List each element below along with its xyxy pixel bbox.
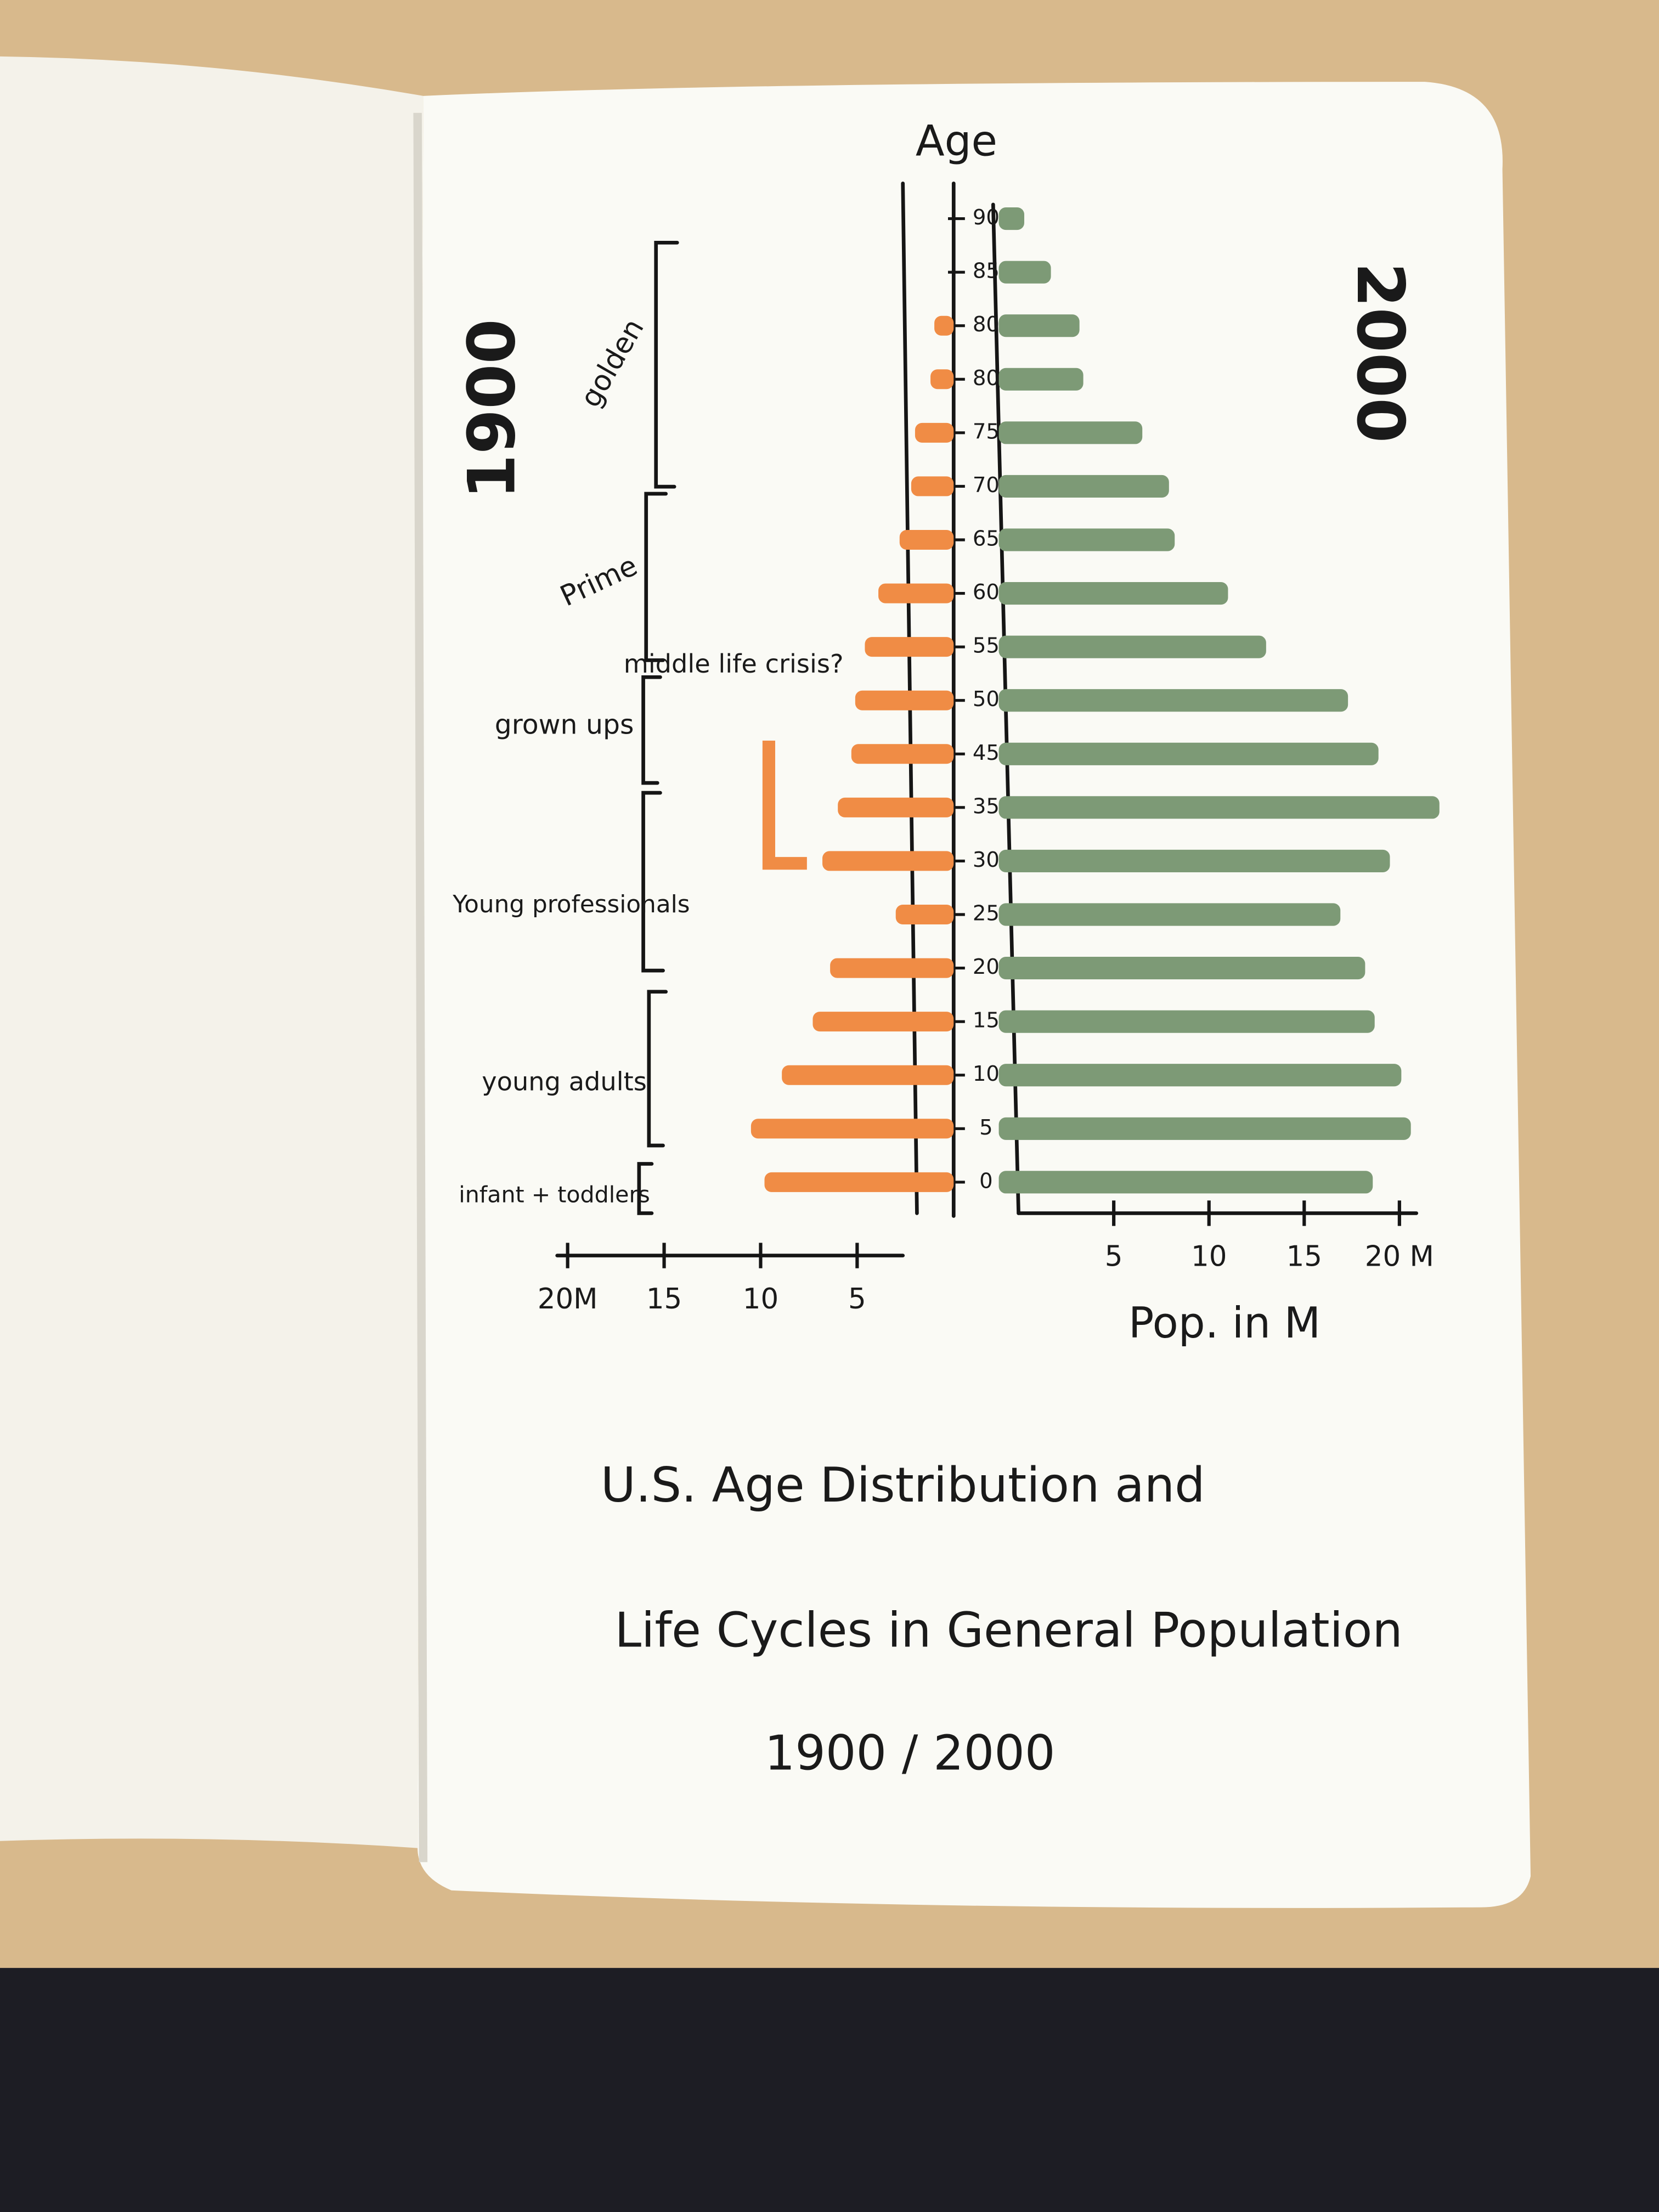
- bar: [998, 314, 1080, 337]
- bar: [998, 903, 1341, 926]
- y-tick-label: 45: [973, 741, 1000, 765]
- stage-label: Young professionals: [452, 890, 690, 918]
- bar: [998, 261, 1051, 284]
- bar: [998, 528, 1175, 551]
- bar: [930, 369, 954, 390]
- y-tick-label: 10: [973, 1062, 1000, 1086]
- bar: [998, 421, 1143, 444]
- legend-label: 2000: [1342, 262, 1418, 443]
- bar: [998, 1064, 1402, 1087]
- x-tick-label: 20M: [538, 1283, 598, 1316]
- y-tick-label: 35: [973, 794, 1000, 819]
- y-tick-label: 55: [973, 634, 1000, 658]
- x-tick-label: 5: [1105, 1240, 1123, 1273]
- bar: [998, 957, 1365, 980]
- bracket: [637, 1162, 654, 1215]
- y-tick-label: 0: [979, 1169, 993, 1193]
- x-tick-label: 15: [646, 1283, 682, 1316]
- bar: [998, 207, 1024, 230]
- bar: [895, 905, 954, 924]
- x-tick-label: 15: [1286, 1240, 1322, 1273]
- bar: [851, 744, 954, 764]
- bar: [911, 476, 954, 496]
- title-line: 1900 / 2000: [765, 1725, 1056, 1781]
- bracket: [641, 791, 665, 973]
- y-tick-label: 80: [973, 312, 1000, 337]
- y-tick-label: 80: [973, 366, 1000, 391]
- floor-shadow: [0, 1968, 1659, 2212]
- y-tick-label: 75: [973, 419, 1000, 444]
- x-tick-label: 5: [848, 1283, 866, 1316]
- spine: [413, 112, 428, 1863]
- bar: [998, 1010, 1375, 1033]
- bar: [812, 1012, 954, 1032]
- bar: [998, 796, 1440, 819]
- y-tick-label: 85: [973, 259, 1000, 284]
- y-tick-label: 5: [979, 1115, 993, 1140]
- bar: [855, 690, 954, 710]
- x-tick-label: 10: [1191, 1240, 1227, 1273]
- y-tick-label: 15: [973, 1008, 1000, 1033]
- legend-label: 1900: [454, 319, 529, 499]
- bar: [878, 583, 954, 603]
- y-axis-title: Age: [916, 116, 997, 166]
- bar: [998, 689, 1348, 712]
- x-axis-title: Pop. in M: [1128, 1299, 1321, 1348]
- bar: [830, 958, 954, 978]
- bracket: [654, 240, 679, 489]
- y-tick-label: 60: [973, 580, 1000, 605]
- bar: [998, 368, 1084, 391]
- title-line: Life Cycles in General Population: [614, 1602, 1402, 1658]
- y-tick-label: 50: [973, 687, 1000, 712]
- x-tick-label: 20 M: [1365, 1240, 1434, 1273]
- x-tick-label: 10: [743, 1283, 778, 1316]
- bar: [998, 475, 1169, 498]
- bar: [782, 1065, 954, 1085]
- right-page: [417, 82, 1531, 1908]
- bar: [934, 315, 954, 336]
- bar: [751, 1119, 954, 1139]
- bar: [998, 635, 1266, 658]
- left-page: [0, 56, 424, 1848]
- bar: [998, 582, 1228, 605]
- y-tick-label: 65: [973, 527, 1000, 551]
- stage-label: infant + toddlers: [459, 1182, 650, 1208]
- bracket: [647, 990, 668, 1148]
- marker-scribble: [762, 741, 807, 870]
- y-tick-label: 30: [973, 848, 1000, 872]
- bar: [998, 849, 1390, 872]
- bracket: [644, 492, 668, 662]
- bar: [865, 637, 954, 657]
- y-tick-label: 90: [973, 205, 1000, 230]
- title-line: U.S. Age Distribution and: [601, 1457, 1205, 1513]
- bar: [899, 530, 954, 550]
- y-tick-label: 70: [973, 473, 1000, 498]
- bar: [915, 422, 954, 443]
- stage-label: young adults: [482, 1066, 647, 1096]
- bar: [998, 1117, 1411, 1140]
- bar: [822, 851, 954, 871]
- bracket: [641, 675, 662, 785]
- bar: [998, 1171, 1373, 1194]
- annotation: middle life crisis?: [624, 649, 844, 679]
- y-tick-label: 25: [973, 901, 1000, 926]
- stage-label: grown ups: [495, 709, 634, 740]
- bar: [764, 1172, 954, 1192]
- bar: [998, 742, 1379, 765]
- bar: [838, 797, 954, 817]
- y-tick-label: 20: [973, 955, 1000, 979]
